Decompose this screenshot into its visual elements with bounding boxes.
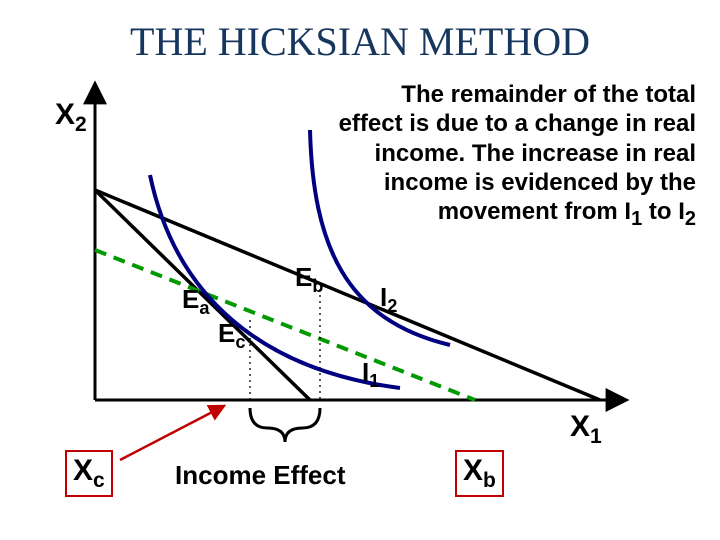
label-Xb: Xb bbox=[455, 450, 504, 497]
label-Xc: Xc bbox=[65, 450, 113, 497]
xc-callout-line bbox=[120, 408, 220, 460]
label-Eb: Eb bbox=[295, 262, 323, 297]
label-I1: I1 bbox=[362, 357, 379, 392]
label-income-effect: Income Effect bbox=[175, 460, 346, 491]
income-effect-brace bbox=[250, 408, 320, 442]
y-axis-label: X2 bbox=[55, 98, 87, 137]
label-Ea: Ea bbox=[182, 284, 209, 319]
budget-lines bbox=[95, 190, 600, 400]
indifference-curves bbox=[150, 130, 450, 388]
label-I2: I2 bbox=[380, 282, 397, 317]
label-Ec: Ec bbox=[218, 318, 245, 353]
x-axis-label: X1 bbox=[570, 410, 602, 449]
